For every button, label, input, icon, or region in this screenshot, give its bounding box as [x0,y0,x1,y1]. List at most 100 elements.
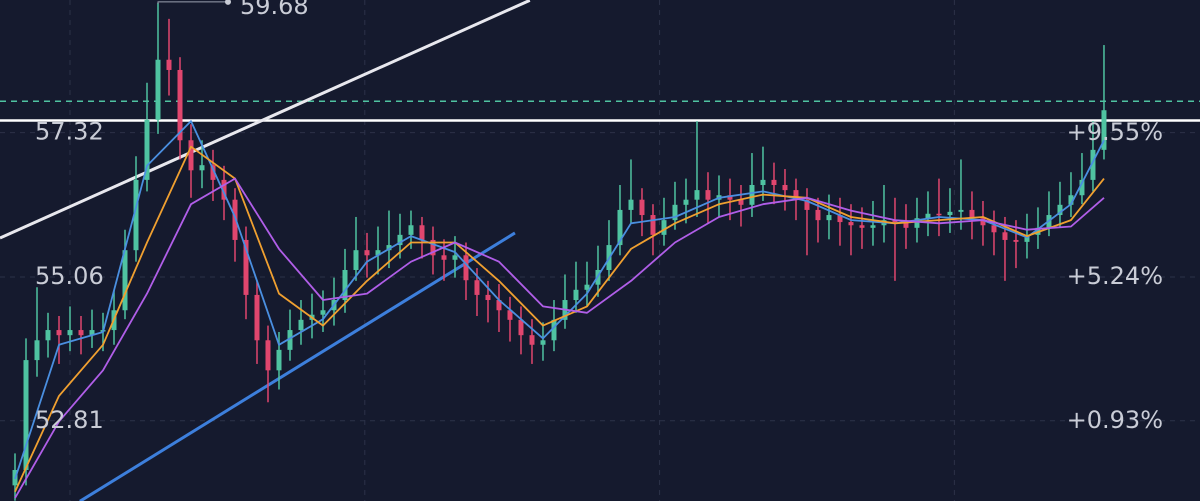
candle-body [540,340,546,345]
moving-average [14,177,1105,499]
candle-body [925,213,931,219]
candle-body [155,59,161,120]
high-marker-leader [157,1,228,4]
candle-body [342,269,348,301]
candle-body [518,319,524,336]
candle-body [914,218,920,228]
candle-body [397,234,403,246]
high-marker-label: 59.68 [240,0,309,20]
candle-body [991,225,997,233]
candle-body [67,330,73,336]
y-tick-label: 52.81 [35,406,104,434]
candle-body [45,330,51,341]
candle-body [672,204,678,221]
candle-body [485,294,491,301]
candle-body [419,225,425,240]
candle-body [771,179,777,185]
candle-body [254,294,260,341]
candle-body [199,165,205,171]
candle-body [804,199,810,210]
candle-body [628,199,634,210]
candle-body [936,213,942,216]
candle-body [386,245,392,251]
candle-body [749,184,755,205]
candle-body [551,319,557,341]
moving-average [14,145,1105,493]
candle-body [1013,239,1019,242]
candle-body [826,215,832,221]
candle-body [353,250,359,270]
candle-body [243,239,249,295]
candles [12,2,1107,501]
candle-body [144,119,150,180]
trend-line [0,0,531,240]
candle-body [969,209,975,219]
candle-body [287,330,293,350]
candle-body [1024,234,1030,242]
candle-body [639,199,645,216]
high-marker-dot [225,0,231,5]
candle-body [298,319,304,331]
candle-body [573,289,579,301]
candle-body [188,140,194,171]
candle-body [848,222,854,226]
candle-body [661,220,667,235]
candle-body [892,220,898,223]
candle-body [694,190,700,200]
candle-body [232,199,238,240]
y-tick-label: 55.06 [35,262,104,290]
candle-body [683,199,689,205]
candle-body [870,225,876,228]
candle-body [815,209,821,221]
trend-line [79,231,516,501]
candle-body [78,330,84,336]
candle-body [1101,110,1107,150]
y-tick-label: 57.32 [35,118,104,146]
candle-body [617,209,623,246]
candle-body [56,330,62,336]
y2-tick-label: +0.93% [1067,406,1163,434]
moving-averages [14,120,1105,499]
candle-body [276,349,282,371]
candle-body [320,310,326,315]
candle-body [837,215,843,223]
candle-body [980,218,986,226]
candle-body [738,199,744,205]
candle-body [1090,149,1096,180]
candle-body [793,190,799,200]
candle-body [23,360,29,471]
candle-body [650,215,656,235]
candle-body [122,250,128,311]
candle-body [1068,195,1074,205]
candle-body [1002,232,1008,240]
candle-body [474,280,480,295]
candle-body [782,184,788,191]
labels: 52.81 55.06 57.32 +0.93% +5.24% +9.55% 59.68 [35,0,1163,434]
candle-body [210,165,216,180]
candle-body [452,255,458,260]
candle-body [408,225,414,235]
candle-body [133,179,139,251]
candle-body [1079,179,1085,196]
candle-body [903,222,909,228]
candle-body [584,284,590,290]
candle-body [705,190,711,200]
candle-body [177,69,183,141]
candle-body [1057,204,1063,216]
candle-body [265,340,271,371]
candle-body [375,250,381,256]
candle-body [529,335,535,345]
candle-body [364,250,370,256]
candle-body [441,255,447,260]
y2-tick-label: +5.24% [1067,262,1163,290]
candle-body [507,310,513,320]
candle-body [760,179,766,185]
y2-tick-label: +9.55% [1067,118,1163,146]
candle-body [859,225,865,228]
candle-body [430,239,436,256]
candle-body [947,211,953,216]
